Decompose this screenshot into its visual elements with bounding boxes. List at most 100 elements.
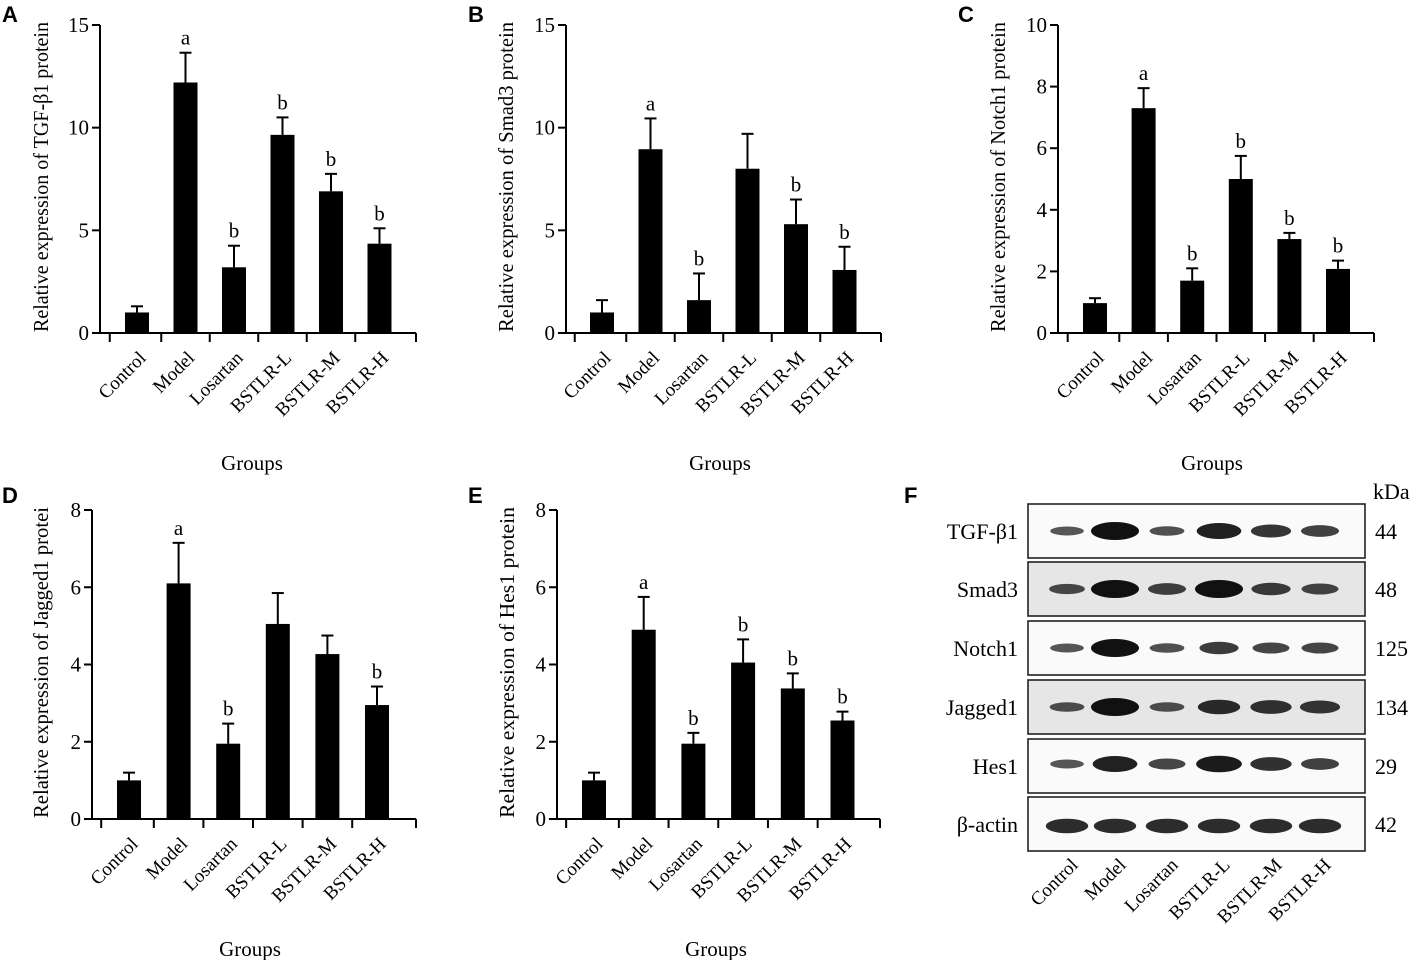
y-tick-label: 0 — [536, 807, 547, 831]
kda-unit-label: kDa — [1373, 479, 1410, 504]
protein-band — [1091, 698, 1139, 716]
significance-label: b — [326, 147, 337, 171]
blot-protein-label: Smad3 — [957, 577, 1018, 602]
y-tick-label: 0 — [71, 807, 82, 831]
x-category-label: Control — [560, 348, 616, 404]
y-tick-label: 0 — [1037, 321, 1048, 345]
bar-losartan — [222, 267, 246, 333]
y-tick-label: 8 — [71, 498, 82, 522]
y-tick-label: 6 — [536, 575, 547, 599]
y-tick-label: 10 — [68, 116, 89, 140]
y-tick-label: 4 — [71, 653, 82, 677]
significance-label: a — [174, 516, 184, 540]
blot-protein-label: TGF-β1 — [947, 519, 1018, 544]
bar-bstlr-h — [830, 720, 855, 819]
protein-band — [1301, 642, 1339, 654]
protein-band — [1091, 522, 1139, 540]
protein-band — [1147, 583, 1187, 595]
protein-band — [1049, 702, 1085, 712]
blot-kda-value: 29 — [1375, 754, 1397, 779]
x-axis-title: Groups — [685, 937, 747, 960]
x-axis-title: Groups — [219, 937, 281, 960]
blot-kda-value: 134 — [1375, 695, 1408, 720]
protein-band — [1197, 699, 1241, 715]
y-axis-title: Relative expression of Jagged1 protei — [29, 507, 53, 818]
blot-protein-label: Hes1 — [973, 754, 1018, 779]
y-tick-label: 4 — [1037, 198, 1048, 222]
protein-band — [1092, 756, 1138, 772]
y-tick-label: 4 — [536, 653, 547, 677]
significance-label: b — [694, 246, 705, 270]
y-tick-label: 0 — [545, 321, 556, 345]
significance-label: b — [277, 90, 288, 114]
blot-kda-value: 42 — [1375, 812, 1397, 837]
significance-label: b — [839, 220, 850, 244]
protein-band — [1199, 641, 1239, 655]
protein-band — [1250, 757, 1292, 771]
bar-bstlr-l — [731, 662, 756, 819]
y-tick-label: 15 — [534, 13, 555, 37]
protein-band — [1148, 758, 1186, 770]
bar-model — [1131, 108, 1156, 333]
y-tick-label: 6 — [1037, 136, 1048, 160]
bar-bstlr-h — [1326, 268, 1350, 333]
protein-band — [1300, 525, 1340, 537]
significance-label: b — [688, 706, 699, 730]
protein-band — [1195, 580, 1243, 598]
blot-row-tgf-β1: TGF-β1 44 — [947, 503, 1397, 559]
protein-band — [1251, 582, 1291, 596]
y-tick-label: 8 — [1037, 75, 1048, 99]
y-tick-label: 0 — [79, 321, 90, 345]
blot-lane-label: Control — [1027, 855, 1083, 911]
y-axis-title: Relative expression of Hes1 protein — [495, 506, 519, 818]
significance-label: b — [738, 612, 749, 636]
bar-control — [117, 780, 141, 819]
bar-bstlr-m — [315, 654, 340, 819]
bar-control — [125, 312, 149, 333]
significance-label: b — [791, 173, 802, 197]
panel-letter: F — [904, 483, 917, 508]
protein-band — [1250, 524, 1292, 538]
protein-band — [1050, 526, 1084, 536]
bar-bstlr-h — [365, 705, 389, 819]
bar-model — [166, 583, 191, 819]
protein-band — [1249, 818, 1293, 834]
protein-band — [1091, 639, 1139, 657]
y-tick-label: 8 — [536, 498, 547, 522]
x-category-label: Control — [552, 834, 608, 890]
blot-protein-label: Jagged1 — [946, 695, 1018, 720]
x-axis-title: Groups — [221, 451, 283, 475]
panel-letter: E — [468, 483, 483, 508]
significance-label: b — [837, 685, 848, 709]
bar-bstlr-l — [1228, 179, 1253, 333]
protein-band — [1301, 583, 1339, 595]
chart-panel-d: D02468ControlaModelbLosartanBSTLR-LBSTLR… — [2, 483, 417, 960]
blot-protein-label: Notch1 — [953, 636, 1018, 661]
blot-kda-value: 44 — [1375, 519, 1397, 544]
bar-losartan — [681, 743, 706, 819]
significance-label: a — [1139, 61, 1149, 85]
y-tick-label: 6 — [71, 575, 82, 599]
protein-band — [1093, 818, 1137, 834]
blot-row-notch1: Notch1 125 — [953, 620, 1408, 676]
significance-label: b — [1333, 234, 1344, 258]
chart-panel-b: B051015ControlaModelbLosartanBSTLR-LbBST… — [468, 2, 882, 475]
protein-band — [1050, 643, 1084, 653]
x-axis-title: Groups — [689, 451, 751, 475]
significance-label: b — [1284, 206, 1295, 230]
bar-model — [638, 149, 663, 333]
x-category-label: Control — [95, 348, 151, 404]
protein-band — [1145, 818, 1189, 834]
bar-control — [582, 780, 606, 819]
panel-letter: D — [2, 483, 18, 508]
y-tick-label: 2 — [536, 730, 547, 754]
blot-lane-label: Model — [1081, 855, 1131, 905]
significance-label: b — [223, 697, 234, 721]
protein-band — [1300, 758, 1340, 770]
panel-letter: C — [958, 2, 974, 27]
bar-bstlr-m — [319, 191, 343, 333]
bar-bstlr-l — [735, 168, 760, 333]
blot-kda-value: 48 — [1375, 577, 1397, 602]
bar-losartan — [687, 300, 711, 333]
significance-label: b — [229, 219, 240, 243]
